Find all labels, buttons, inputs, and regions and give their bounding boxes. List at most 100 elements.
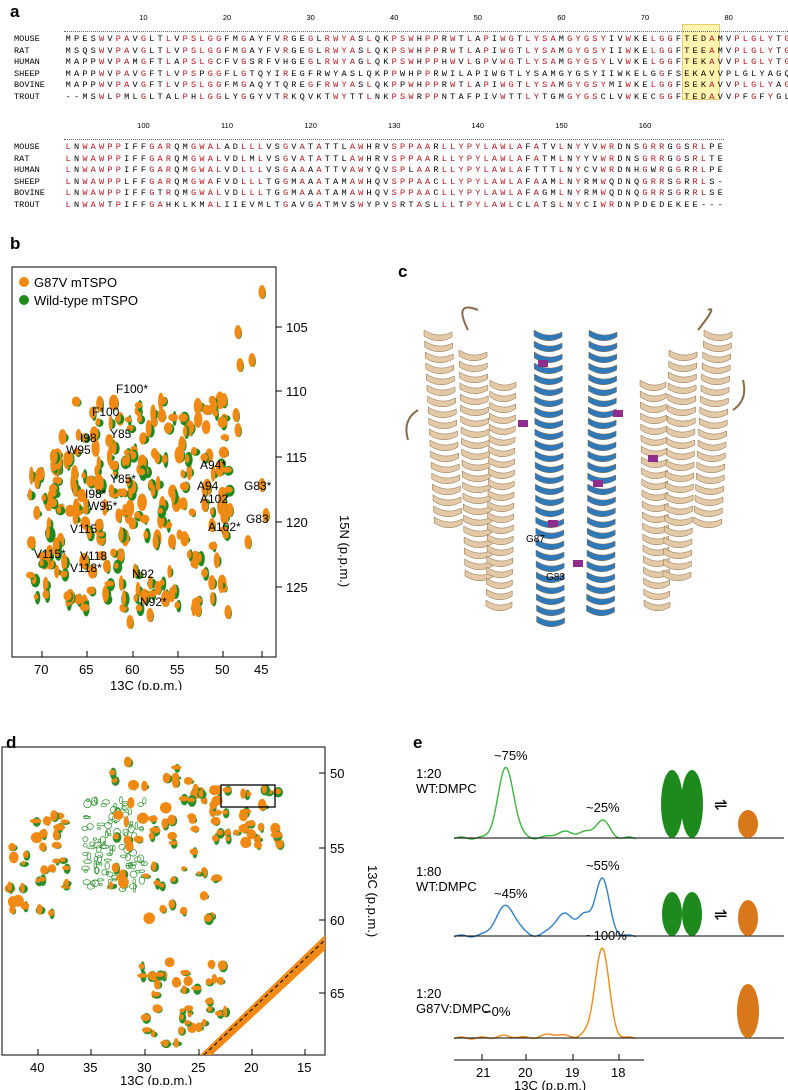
panel-letter-b: b [10, 234, 21, 253]
g87v-crosspeak [151, 861, 157, 871]
g87v-crosspeak [148, 832, 155, 840]
g87v-peak [109, 460, 119, 471]
peak-label: G83 [246, 512, 269, 526]
helix-turn [486, 577, 513, 589]
wt-crosspeak [86, 852, 92, 861]
helix-turn [459, 371, 488, 383]
wt-crosspeak [81, 825, 89, 831]
wt-crosspeak [107, 833, 112, 837]
alignment-row: BOVINE M A P P W V P A V G F T L V P S L G G F M G A Q Y T Q R E G F R W Y… [14, 80, 788, 92]
g87v-peak [81, 472, 86, 479]
g87v-peak [222, 466, 232, 473]
g87v-crosspeak [9, 905, 16, 914]
helix-turn [663, 547, 692, 559]
g87v-peak [108, 484, 115, 496]
helix-turn [588, 395, 617, 407]
y-tick: 50 [330, 766, 344, 781]
helix-turn [486, 544, 514, 556]
g87v-crosspeak [238, 809, 249, 822]
helix-turn [663, 536, 693, 548]
g87v-peak [168, 413, 179, 422]
g87v-peak [159, 396, 167, 405]
g87v-peak [209, 591, 215, 606]
g87v-crosspeak [155, 972, 165, 977]
g87v-peak [143, 530, 149, 539]
helix-turn [588, 362, 617, 374]
ruler-tick: 150 [555, 121, 568, 130]
g87v-crosspeak [51, 841, 62, 849]
peak-label: N92 [132, 567, 154, 581]
helix-turn [535, 505, 564, 517]
wt-crosspeak [138, 826, 144, 831]
g87v-peak [201, 420, 211, 435]
highlight-residue [548, 520, 558, 527]
g87v-peak [94, 518, 104, 531]
g87v-peak [29, 466, 34, 485]
wt-crosspeak [99, 843, 107, 849]
g87v-peak [157, 408, 167, 423]
wt-crosspeak [98, 882, 103, 887]
helix-turn [426, 373, 455, 385]
g87v-peak [193, 397, 202, 415]
g87v-peak [191, 446, 197, 456]
helix-turn [459, 382, 489, 394]
g87v-peak [168, 586, 176, 603]
helix-turn [697, 450, 726, 462]
g87v-peak [135, 604, 143, 612]
x-tick: 21 [476, 1065, 490, 1080]
ruler-tick: 120 [304, 121, 317, 130]
helix-turn [428, 417, 458, 429]
wt-crosspeak [128, 808, 133, 815]
helix-turn [587, 461, 617, 473]
g87v-peak [132, 563, 138, 578]
g87v-crosspeak [167, 814, 176, 826]
sample-name: G87V:DMPC [416, 1001, 491, 1016]
wt-crosspeak [138, 869, 146, 873]
y-tick: 60 [330, 913, 344, 928]
g87v-peak [154, 581, 162, 595]
helix-bundle [405, 306, 746, 627]
equilibrium-arrows: ⇌ [714, 797, 727, 814]
g87v-crosspeak [186, 797, 196, 803]
g87v-crosspeak [113, 833, 120, 840]
g87v-crosspeak [142, 873, 150, 878]
helix-turn [534, 362, 563, 374]
g87v-peak [91, 438, 100, 457]
g87v-peak [141, 434, 147, 443]
g87v-peak [82, 505, 89, 515]
x-tick: 20 [518, 1065, 532, 1080]
g87v-peak [208, 518, 216, 532]
helix-turn [693, 516, 723, 528]
panel-letter-a: a [10, 2, 20, 21]
g87v-peak [33, 593, 39, 600]
g87v-crosspeak [112, 810, 124, 820]
highlight-residue [648, 455, 658, 462]
helix-turn [587, 450, 617, 462]
g87v-peak [154, 452, 161, 464]
g87v-peak [125, 476, 131, 487]
g87v-peak [234, 325, 242, 339]
y-axis-label: 15N (p.p.m.) [337, 515, 352, 587]
g87v-crosspeak [108, 769, 116, 776]
wt-crosspeak [129, 861, 137, 866]
g87v-crosspeak [168, 840, 178, 846]
crosspeak-cloud [4, 756, 326, 1056]
helix-turn [487, 500, 515, 512]
g87v-crosspeak [63, 878, 69, 887]
wt-crosspeak [129, 823, 133, 829]
helix-turn [430, 450, 459, 462]
g87v-peak [139, 588, 149, 604]
g87v-crosspeak [115, 873, 127, 882]
g87v-crosspeak [190, 825, 200, 833]
ruler-tick: 30 [306, 13, 315, 22]
wt-crosspeak [97, 826, 101, 830]
g87v-crosspeak [270, 831, 283, 839]
g87v-crosspeak [184, 1005, 194, 1012]
g87v-crosspeak [143, 912, 156, 925]
g87v-peak [146, 608, 154, 622]
g87v-peak [96, 530, 105, 537]
helix-turn [487, 522, 514, 534]
g87v-peak [128, 517, 137, 530]
